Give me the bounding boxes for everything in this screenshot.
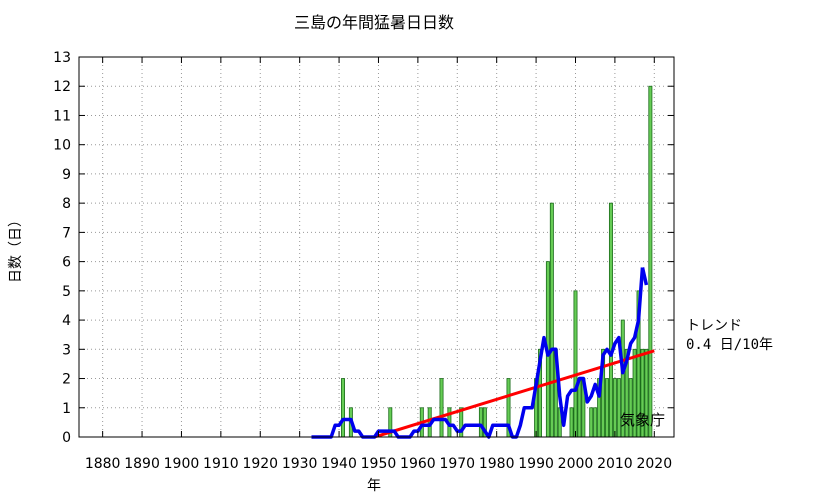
bar-1999: [569, 407, 574, 438]
x-tick-label: 1930: [282, 456, 318, 472]
bar-2019: [648, 85, 653, 438]
trend-label: トレンド: [686, 318, 742, 334]
bar-2009: [608, 202, 613, 438]
y-axis-label: 日数（日）: [8, 213, 24, 283]
y-tick-label: 5: [62, 284, 71, 300]
moving-average-tail: [640, 267, 649, 286]
y-tick-label: 8: [62, 196, 71, 212]
y-tick-label: 13: [53, 50, 71, 66]
y-tick-label: 10: [53, 138, 71, 154]
bar-1976: [478, 407, 483, 438]
x-tick-label: 1980: [479, 456, 515, 472]
y-tick-label: 7: [62, 225, 71, 241]
x-tick-label: 1920: [242, 456, 278, 472]
x-tick-label: 1940: [321, 456, 357, 472]
y-tick-label: 11: [53, 108, 71, 124]
x-axis-ticks: 1880 1890 1900 1910 1920 1930 1940 1950 1960 1970…: [85, 57, 672, 472]
y-tick-label: 1: [62, 401, 71, 417]
plot-frame: [78, 56, 675, 438]
bar-2000: [573, 290, 578, 438]
bar-2008: [605, 378, 609, 438]
y-tick-label: 12: [53, 79, 71, 95]
x-tick-label: 2000: [558, 456, 594, 472]
y-tick-label: 6: [62, 255, 71, 271]
bar-2001: [577, 378, 582, 438]
y-tick-label: 2: [62, 372, 71, 388]
trend-rate: 0.4 日/10年: [686, 337, 773, 353]
x-axis-label: 年: [367, 478, 381, 494]
chart-title: 三島の年間猛暑日日数: [294, 13, 454, 32]
x-tick-label: 1900: [164, 456, 200, 472]
x-tick-label: 2010: [597, 456, 633, 472]
bar-2010: [612, 378, 617, 438]
x-tick-label: 1970: [439, 456, 475, 472]
bar-2004: [589, 407, 594, 438]
x-tick-label: 1990: [518, 456, 554, 472]
y-tick-label: 4: [62, 313, 71, 329]
bar-1994: [549, 202, 554, 438]
y-tick-label: 9: [62, 167, 71, 183]
trend-line: [374, 349, 655, 439]
y-tick-label: 3: [62, 342, 71, 358]
y-tick-label: 0: [62, 430, 71, 446]
x-tick-label: 1910: [203, 456, 239, 472]
bar-1966: [439, 378, 444, 438]
moving-average-line: [311, 267, 645, 439]
line-series: [311, 267, 655, 439]
bar-1941: [341, 378, 345, 438]
x-tick-label: 1950: [361, 456, 397, 472]
x-tick-label: 1960: [400, 456, 436, 472]
x-tick-label: 2020: [636, 456, 672, 472]
x-tick-label: 1880: [85, 456, 121, 472]
credit-label: 気象庁: [620, 411, 665, 429]
x-tick-label: 1890: [124, 456, 160, 472]
bar-2005: [593, 407, 598, 438]
